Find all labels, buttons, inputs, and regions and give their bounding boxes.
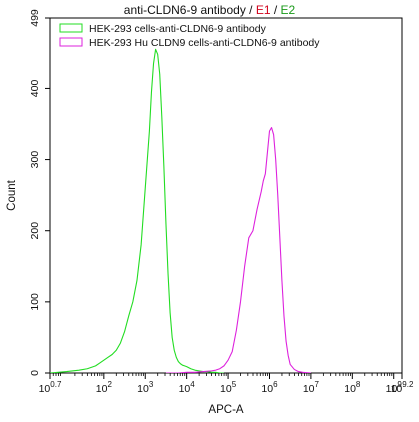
- x-tick-exponent: 5: [232, 380, 237, 389]
- series-line-2: [165, 127, 311, 373]
- x-tick-base: 10: [391, 383, 403, 395]
- y-tick-label: 300: [29, 151, 41, 169]
- x-tick-exponent: 9.2: [402, 380, 414, 389]
- x-tick-exponent: 2: [107, 380, 112, 389]
- y-tick-label: 400: [29, 80, 41, 98]
- y-tick-label: 100: [29, 293, 41, 311]
- y-tick-label: 499: [29, 9, 41, 27]
- x-tick-exponent: 6: [273, 380, 278, 389]
- chart-title-e2: E2: [280, 3, 296, 17]
- x-tick-label: 100.7: [39, 380, 62, 395]
- x-tick-label: 106: [261, 380, 278, 395]
- x-tick-label: 109.2: [391, 380, 414, 395]
- x-tick-base: 10: [261, 383, 273, 395]
- chart-title-separator-1: /: [245, 3, 256, 17]
- plot-frame: [49, 17, 403, 374]
- chart-title-main: anti-CLDN6-9 antibody: [123, 3, 246, 17]
- x-tick-exponent: 9: [397, 380, 402, 389]
- x-tick-label: 103: [137, 380, 154, 395]
- chart-title-e1: E1: [255, 3, 271, 17]
- x-tick-base: 10: [220, 383, 232, 395]
- x-tick-label: 104: [179, 380, 196, 395]
- x-tick-base: 10: [303, 383, 315, 395]
- x-tick-exponent: 0.7: [50, 380, 62, 389]
- x-tick-base: 10: [344, 383, 356, 395]
- y-tick-label: 200: [29, 222, 41, 240]
- y-axis-label: Count: [6, 179, 18, 210]
- y-tick-label: 0: [29, 370, 41, 376]
- legend-swatch-1: [59, 23, 83, 33]
- x-tick-label: 108: [344, 380, 361, 395]
- chart-title-separator-2: /: [270, 3, 281, 17]
- x-tick-exponent: 3: [149, 380, 154, 389]
- x-tick-exponent: 8: [356, 380, 361, 389]
- x-tick-base: 10: [137, 383, 149, 395]
- x-tick-base: 10: [179, 383, 191, 395]
- x-tick-label: 107: [303, 380, 320, 395]
- x-tick-base: 10: [96, 383, 108, 395]
- x-tick-base: 10: [39, 383, 51, 395]
- series-line-1: [50, 48, 224, 373]
- x-tick-label: 102: [96, 380, 113, 395]
- x-tick-label: 109: [386, 380, 403, 395]
- legend-label-1: HEK-293 cells-anti-CLDN6-9 antibody: [89, 23, 267, 35]
- chart-title: anti-CLDN6-9 antibody / E1 / E2: [0, 3, 419, 17]
- x-tick-exponent: 4: [190, 380, 195, 389]
- x-axis-label: APC-A: [208, 404, 243, 416]
- x-tick-exponent: 7: [315, 380, 320, 389]
- legend-label-2: HEK-293 Hu CLDN9 cells-anti-CLDN6-9 anti…: [89, 37, 320, 49]
- x-tick-label: 105: [220, 380, 237, 395]
- x-tick-base: 10: [386, 383, 398, 395]
- legend-swatch-2: [59, 37, 83, 47]
